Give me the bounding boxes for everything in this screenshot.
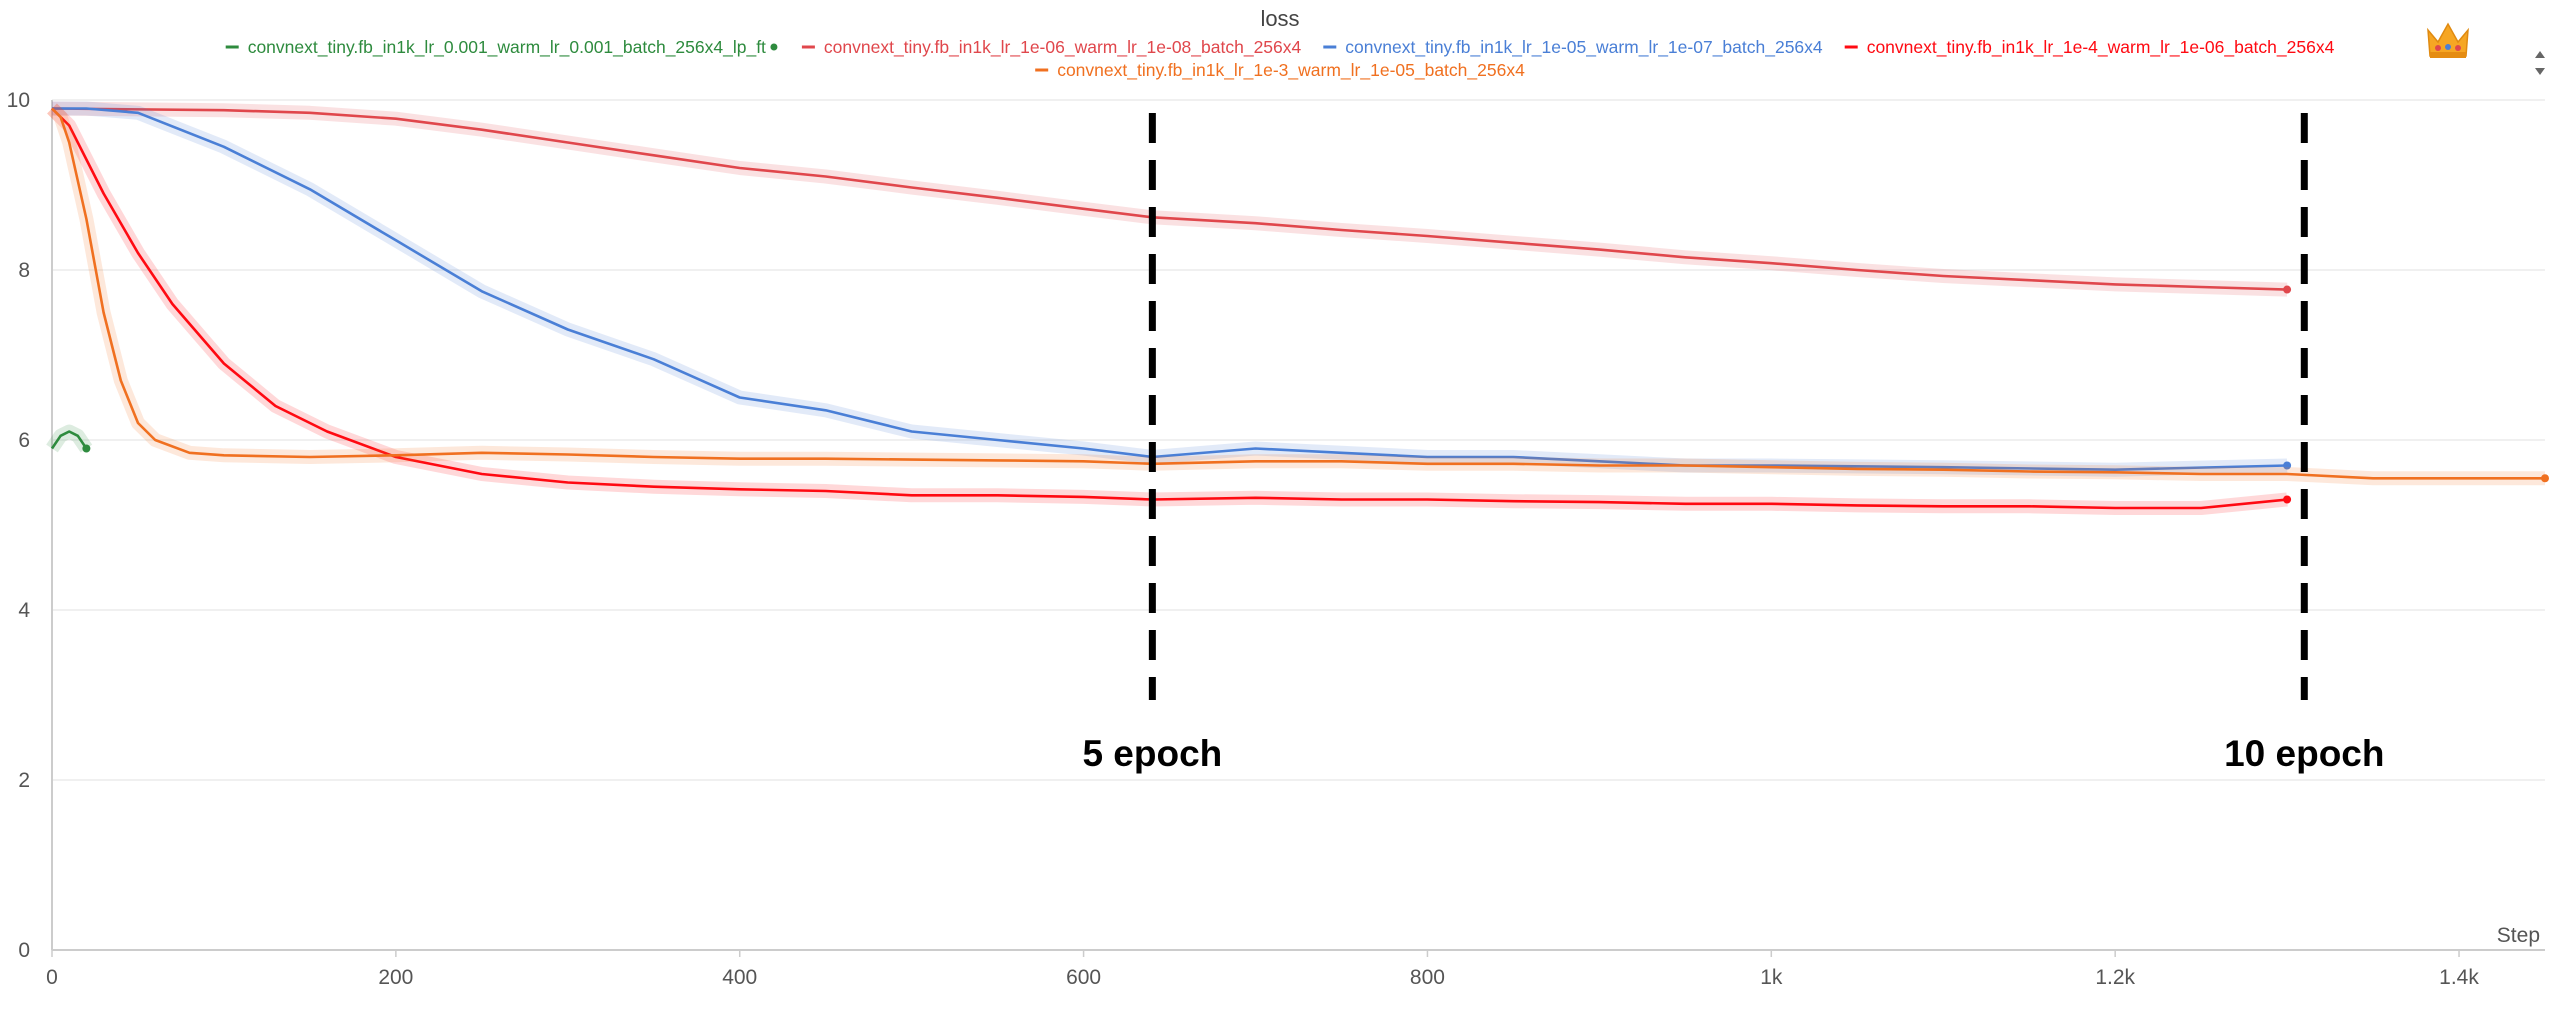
x-tick-label-1: 200 xyxy=(378,966,413,989)
legend-label-1: convnext_tiny.fb_in1k_lr_1e-06_warm_lr_1… xyxy=(824,37,1302,58)
chart-legend: convnext_tiny.fb_in1k_lr_0.001_warm_lr_0… xyxy=(225,37,2335,81)
legend-label-0: convnext_tiny.fb_in1k_lr_0.001_warm_lr_0… xyxy=(248,37,766,58)
crown-icon xyxy=(2427,22,2469,58)
series-2-end-point xyxy=(2283,461,2292,470)
legend-item-2[interactable]: convnext_tiny.fb_in1k_lr_1e-05_warm_lr_1… xyxy=(1323,37,1823,58)
legend-label-4: convnext_tiny.fb_in1k_lr_1e-3_warm_lr_1e… xyxy=(1057,60,1525,81)
series-4-line xyxy=(51,107,2545,480)
legend-scroll-down-button[interactable] xyxy=(2535,68,2545,75)
y-tick-label-2: 4 xyxy=(18,599,30,622)
series-1-noise-band xyxy=(51,101,2288,297)
x-tick-label-5: 1k xyxy=(1760,966,1783,989)
x-axis-ticks: 0 200 400 600 800 1k 1.2k 1.4k xyxy=(46,950,2479,989)
x-tick-label-0: 0 xyxy=(46,966,58,989)
series-0-end-point xyxy=(82,444,91,453)
x-tick-label-4: 800 xyxy=(1410,966,1445,989)
legend-item-0[interactable]: convnext_tiny.fb_in1k_lr_0.001_warm_lr_0… xyxy=(225,37,778,58)
legend-item-3[interactable]: convnext_tiny.fb_in1k_lr_1e-4_warm_lr_1e… xyxy=(1844,37,2335,58)
legend-label-3: convnext_tiny.fb_in1k_lr_1e-4_warm_lr_1e… xyxy=(1867,37,2335,58)
series-1-end-point xyxy=(2283,285,2292,294)
legend-item-4[interactable]: convnext_tiny.fb_in1k_lr_1e-3_warm_lr_1e… xyxy=(1035,60,1525,81)
x-tick-label-7: 1.4k xyxy=(2439,966,2479,989)
series-1-line xyxy=(51,107,2288,291)
series-4-noise-band xyxy=(47,103,2545,486)
chart-title: loss xyxy=(1260,6,1299,31)
grid-lines xyxy=(52,99,2545,781)
legend-label-2: convnext_tiny.fb_in1k_lr_1e-05_warm_lr_1… xyxy=(1345,37,1823,58)
annotation-label-0: 5 epoch xyxy=(1082,733,1222,774)
x-tick-label-3: 600 xyxy=(1066,966,1101,989)
series-0-line xyxy=(50,430,88,450)
annotation-label-1: 10 epoch xyxy=(2224,733,2384,774)
series-2-line xyxy=(52,107,2288,471)
series-3-line xyxy=(51,107,2288,510)
x-tick-label-2: 400 xyxy=(722,966,757,989)
y-tick-label-5: 10 xyxy=(7,89,30,112)
series-layer xyxy=(46,101,2549,515)
y-axis-ticks: 0 2 4 6 8 10 xyxy=(7,89,31,962)
legend-scroll-up-button[interactable] xyxy=(2535,51,2545,58)
y-tick-label-4: 8 xyxy=(18,259,30,282)
x-axis-title: Step xyxy=(2497,924,2540,947)
legend-item-1[interactable]: convnext_tiny.fb_in1k_lr_1e-06_warm_lr_1… xyxy=(801,37,1302,58)
y-tick-label-1: 2 xyxy=(18,769,30,792)
legend-active-dot xyxy=(770,43,778,51)
x-tick-label-6: 1.2k xyxy=(2095,966,2135,989)
axes xyxy=(51,100,2545,951)
annotations: 5 epoch 10 epoch xyxy=(1082,113,2384,774)
series-3-noise-band xyxy=(47,103,2288,515)
series-3-end-point xyxy=(2283,495,2292,504)
y-tick-label-3: 6 xyxy=(18,429,30,452)
series-4-end-point xyxy=(2541,474,2549,483)
y-tick-label-0: 0 xyxy=(18,939,30,962)
series-2-noise-band xyxy=(52,101,2288,477)
